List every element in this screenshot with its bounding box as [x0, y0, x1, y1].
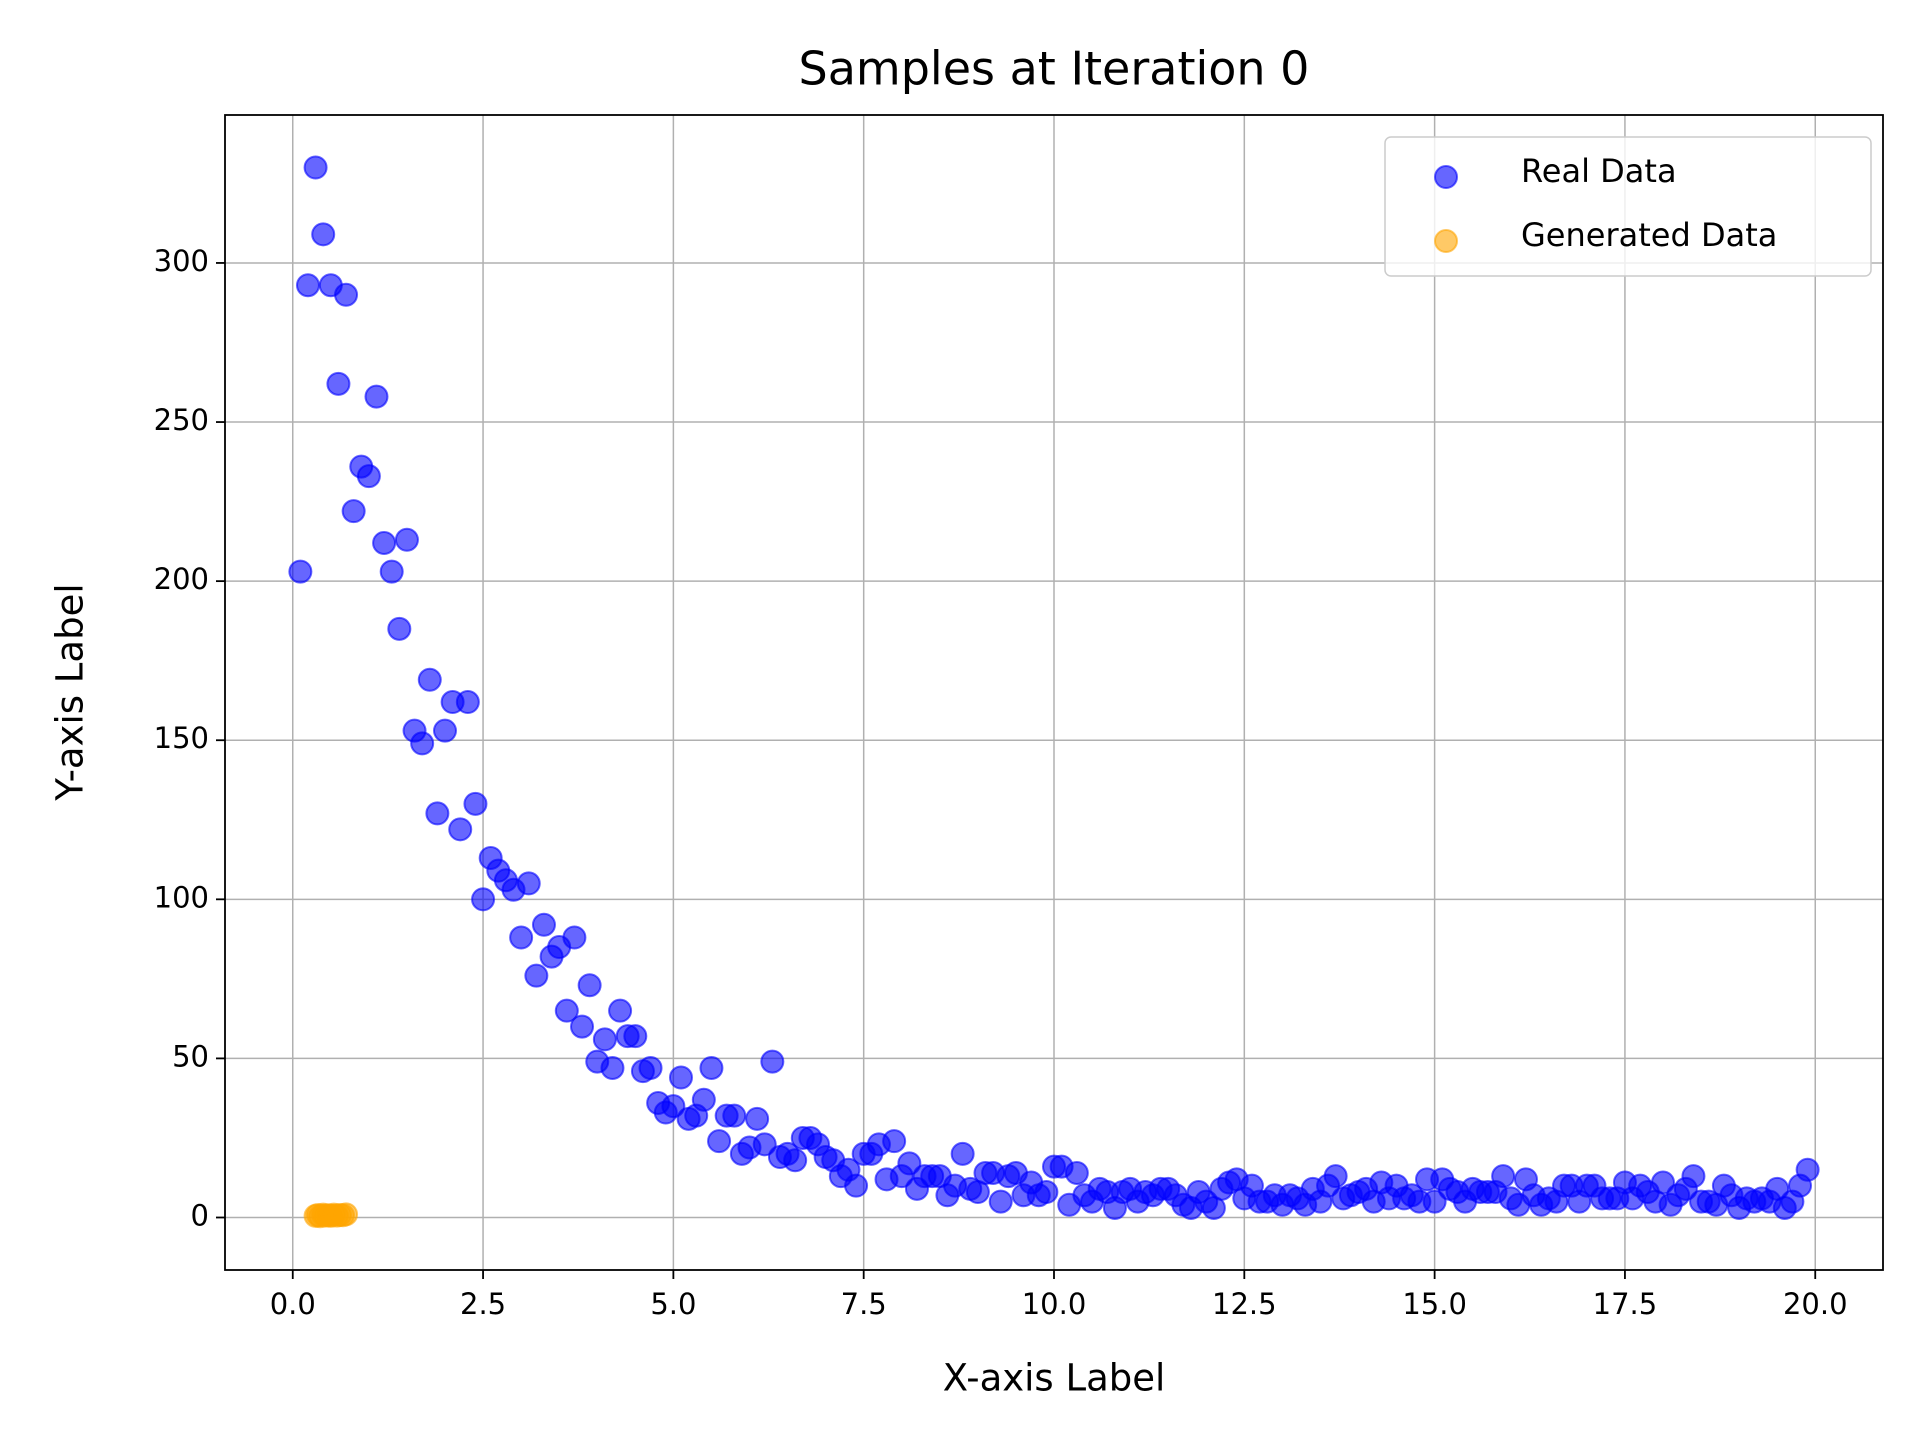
point [531, 912, 556, 937]
y-tick-label: 200 [154, 562, 209, 596]
plot-frame [224, 114, 1884, 1271]
point [295, 273, 320, 298]
legend-marker [1434, 165, 1458, 189]
point [661, 1094, 686, 1119]
point [516, 871, 541, 896]
point [638, 1055, 663, 1080]
x-tick-label: 10.0 [1022, 1287, 1087, 1321]
point [1650, 1170, 1675, 1195]
point [387, 616, 412, 641]
legend-label: Real Data [1521, 152, 1677, 190]
x-tick-label: 12.5 [1212, 1287, 1277, 1321]
point [592, 1027, 617, 1052]
x-tick-label: 7.5 [841, 1287, 887, 1321]
point [341, 499, 366, 524]
point [897, 1151, 922, 1176]
point [608, 998, 633, 1023]
point [288, 559, 313, 584]
x-tick-label: 2.5 [460, 1287, 506, 1321]
point [882, 1129, 907, 1154]
point [410, 731, 435, 756]
point [509, 925, 534, 950]
point [745, 1106, 770, 1131]
point [364, 384, 389, 409]
point [455, 690, 480, 715]
point [554, 998, 579, 1023]
legend-box [1384, 136, 1872, 277]
point [433, 718, 458, 743]
point [463, 791, 488, 816]
y-tick-label: 50 [172, 1039, 209, 1073]
point [722, 1103, 747, 1128]
point [577, 973, 602, 998]
legend-marker [1434, 229, 1458, 253]
point [562, 925, 587, 950]
point [425, 801, 450, 826]
x-tick-label: 17.5 [1593, 1287, 1658, 1321]
point [448, 817, 473, 842]
point [1422, 1189, 1447, 1214]
point [1681, 1164, 1706, 1189]
points [288, 155, 1820, 1229]
point [379, 559, 404, 584]
point [707, 1129, 732, 1154]
chart-title: Samples at Iteration 0 [799, 42, 1310, 96]
x-tick-label: 20.0 [1783, 1287, 1848, 1321]
x-tick-label: 15.0 [1402, 1287, 1467, 1321]
point [623, 1024, 648, 1049]
point [417, 667, 442, 692]
point [471, 887, 496, 912]
point [570, 1014, 595, 1039]
point [334, 282, 359, 307]
point [691, 1087, 716, 1112]
x-tick-label: 5.0 [650, 1287, 696, 1321]
point [1491, 1164, 1516, 1189]
point [334, 1202, 359, 1227]
point [988, 1189, 1013, 1214]
point [1034, 1180, 1059, 1205]
point [303, 155, 328, 180]
x-tick-label: 0.0 [270, 1287, 316, 1321]
point [326, 371, 351, 396]
y-tick-label: 150 [154, 721, 209, 755]
point [760, 1049, 785, 1074]
point [950, 1141, 975, 1166]
y-axis-label: Y-axis Label [49, 583, 92, 801]
x-axis-label: X-axis Label [943, 1357, 1166, 1400]
point [1795, 1157, 1820, 1182]
point [1064, 1160, 1089, 1185]
point [524, 963, 549, 988]
point [699, 1055, 724, 1080]
point [783, 1148, 808, 1173]
point [311, 222, 336, 247]
point [844, 1173, 869, 1198]
point [752, 1132, 777, 1157]
legend: Real Data Generated Data [1384, 136, 1872, 277]
point [668, 1065, 693, 1090]
point [1323, 1164, 1348, 1189]
legend-label: Generated Data [1521, 216, 1777, 254]
point [600, 1055, 625, 1080]
y-tick-label: 300 [154, 244, 209, 278]
y-tick-label: 250 [154, 403, 209, 437]
point [372, 530, 397, 555]
y-tick-label: 100 [154, 880, 209, 914]
y-tick-label: 0 [191, 1199, 209, 1233]
point [356, 464, 381, 489]
point [394, 527, 419, 552]
